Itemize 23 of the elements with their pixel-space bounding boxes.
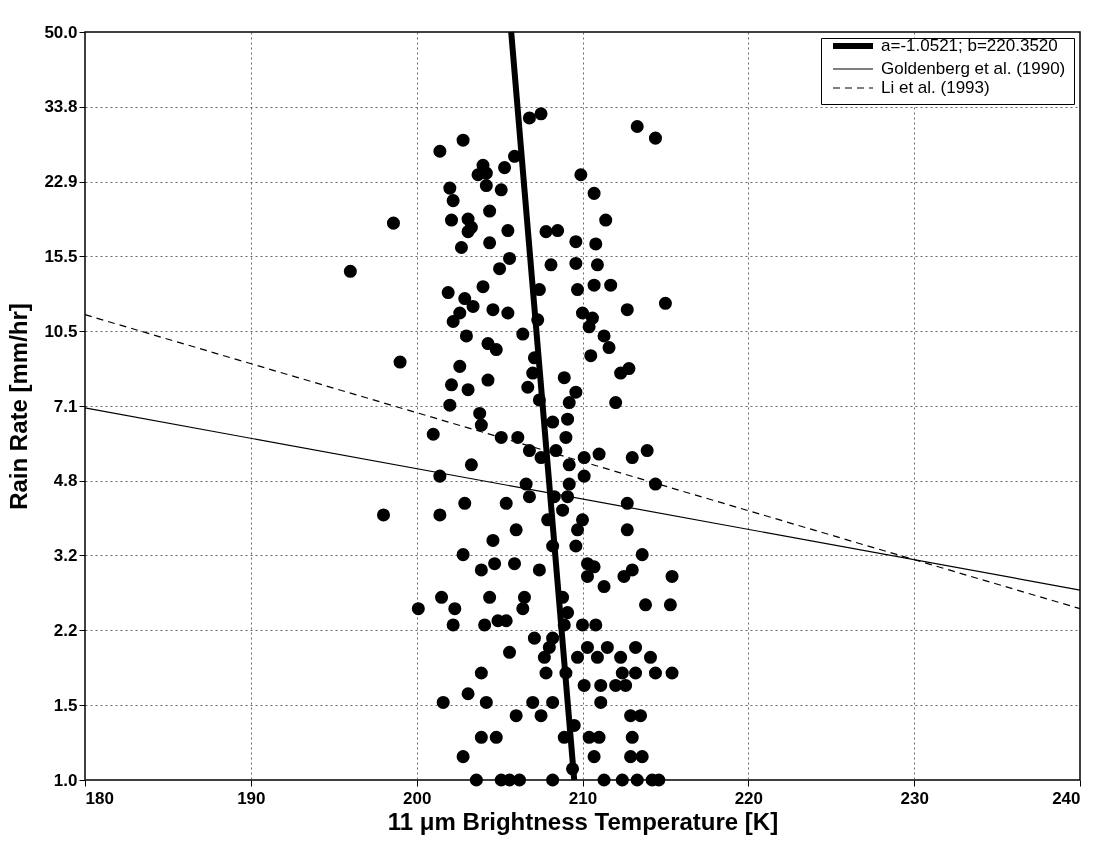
x-tick-label: 210 [568,788,598,808]
legend-label: Goldenberg et al. (1990) [881,59,1066,78]
y-tick-label: 1.5 [53,695,78,715]
y-tick-label: 3.2 [53,545,78,565]
y-tick-label: 7.1 [53,396,78,416]
y-tick-label: 15.5 [44,246,78,266]
y-tick-label: 2.2 [53,620,78,640]
x-tick-label: 200 [402,788,432,808]
y-tick-label: 50.0 [44,22,78,42]
y-tick-label: 1.0 [53,770,78,790]
legend-label: a=-1.0521; b=220.3520 [881,36,1058,55]
x-axis-title: 11 μm Brightness Temperature [K] [387,807,779,835]
legend-label: Li et al. (1993) [881,78,990,97]
y-tick-label: 33.8 [44,97,78,117]
y-axis-title: Rain Rate [mm/hr] [5,303,33,510]
x-tick-label: 180 [85,788,114,808]
x-tick-label: 240 [1052,788,1081,808]
x-tick-label: 220 [734,788,764,808]
x-tick-label: 190 [237,788,266,808]
y-tick-label: 22.9 [44,172,78,192]
x-tick-label: 230 [900,788,929,808]
y-tick-label: 4.8 [53,471,78,491]
y-tick-label: 10.5 [44,321,78,341]
